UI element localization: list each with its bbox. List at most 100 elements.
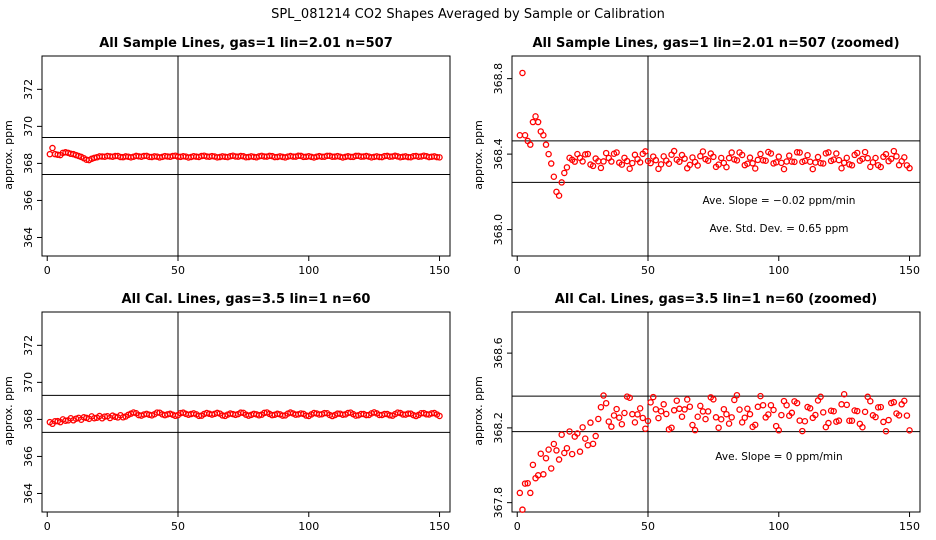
data-point: [436, 154, 443, 161]
data-point: [848, 162, 856, 169]
data-point: [561, 449, 568, 457]
data-point: [542, 141, 550, 148]
y-tick-label: 368.0: [492, 214, 505, 246]
data-point: [297, 410, 305, 417]
data-point: [770, 406, 777, 414]
data-point: [872, 413, 879, 421]
data-point: [621, 409, 628, 417]
y-axis-label: approx. ppm: [2, 120, 15, 190]
data-point: [553, 447, 560, 454]
data-point: [545, 446, 552, 453]
data-point: [631, 419, 639, 426]
data-point: [751, 165, 759, 172]
y-tick-label: 368: [22, 409, 35, 430]
data-point: [872, 154, 879, 162]
data-point: [555, 456, 563, 463]
data-point: [817, 159, 824, 167]
data-point: [49, 144, 56, 152]
data-point: [694, 413, 701, 421]
data-point: [587, 419, 594, 426]
data-point: [589, 440, 597, 448]
data-point: [540, 471, 547, 478]
data-point: [676, 158, 683, 165]
data-point: [853, 407, 861, 415]
data-point: [660, 401, 667, 408]
data-point: [563, 444, 571, 452]
data-point: [775, 427, 783, 434]
data-point: [547, 465, 555, 472]
data-point: [704, 408, 712, 415]
data-point: [699, 148, 707, 155]
data-point: [566, 428, 573, 435]
data-point: [838, 401, 845, 408]
data-point: [618, 420, 626, 428]
data-point: [754, 156, 762, 164]
data-point: [738, 419, 746, 426]
data-point: [534, 118, 542, 126]
data-point: [629, 159, 636, 167]
data-point: [812, 411, 819, 419]
data-point: [778, 159, 785, 167]
data-point: [550, 440, 558, 448]
x-tick-label: 100: [768, 520, 789, 533]
data-point: [825, 419, 832, 427]
data-point: [652, 156, 660, 164]
x-tick-label: 0: [44, 520, 51, 533]
data-point: [838, 165, 845, 172]
data-point: [882, 150, 890, 158]
data-point: [877, 403, 885, 411]
data-point: [775, 153, 783, 160]
data-point: [521, 131, 529, 139]
y-tick-label: 370: [22, 372, 35, 393]
data-point: [890, 147, 898, 155]
data-point: [668, 424, 675, 431]
x-tick-label: 150: [429, 520, 450, 533]
data-point: [563, 164, 571, 171]
x-tick-label: 100: [298, 520, 319, 533]
data-point: [874, 404, 882, 411]
data-point: [835, 417, 843, 424]
data-point: [644, 417, 652, 425]
x-tick-label: 50: [641, 264, 655, 277]
data-point: [887, 155, 895, 163]
data-point: [843, 401, 851, 409]
data-point: [697, 402, 704, 410]
data-point: [725, 154, 733, 162]
data-point: [697, 152, 704, 160]
panel-cal-full: All Cal. Lines, gas=3.5 lin=1 n=60 appro…: [2, 292, 451, 533]
data-point: [642, 425, 649, 432]
x-tick-label: 0: [514, 264, 521, 277]
data-point: [765, 411, 772, 418]
data-point: [906, 427, 913, 434]
data-point: [532, 113, 539, 120]
data-point: [833, 150, 840, 157]
data-point: [893, 153, 900, 160]
data-point: [702, 415, 709, 423]
data-point: [689, 421, 696, 429]
data-point: [720, 405, 728, 413]
data-point: [613, 405, 620, 413]
panel-title: All Cal. Lines, gas=3.5 lin=1 n=60 (zoom…: [555, 292, 877, 307]
data-point: [608, 423, 615, 430]
data-point: [676, 405, 683, 413]
data-point: [636, 405, 644, 412]
data-point: [796, 149, 803, 156]
panel-sample-full: All Sample Lines, gas=1 lin=2.01 n=507 a…: [2, 36, 451, 277]
data-point: [579, 158, 586, 165]
data-point: [62, 417, 69, 424]
annotation-ave-std-dev: Ave. Std. Dev. = 0.65 ppm: [709, 223, 848, 235]
data-point: [516, 489, 524, 497]
data-point: [717, 154, 725, 162]
data-point: [91, 414, 98, 422]
y-tick-label: 368.2: [492, 412, 505, 444]
data-point: [783, 401, 790, 409]
data-point: [597, 403, 605, 411]
data-point: [547, 160, 555, 167]
data-point: [751, 421, 759, 429]
y-tick-label: 372: [22, 79, 35, 100]
data-point: [670, 407, 678, 414]
data-point: [639, 414, 647, 422]
y-tick-label: 366: [22, 446, 35, 467]
data-point: [600, 392, 607, 399]
x-tick-label: 100: [298, 264, 319, 277]
